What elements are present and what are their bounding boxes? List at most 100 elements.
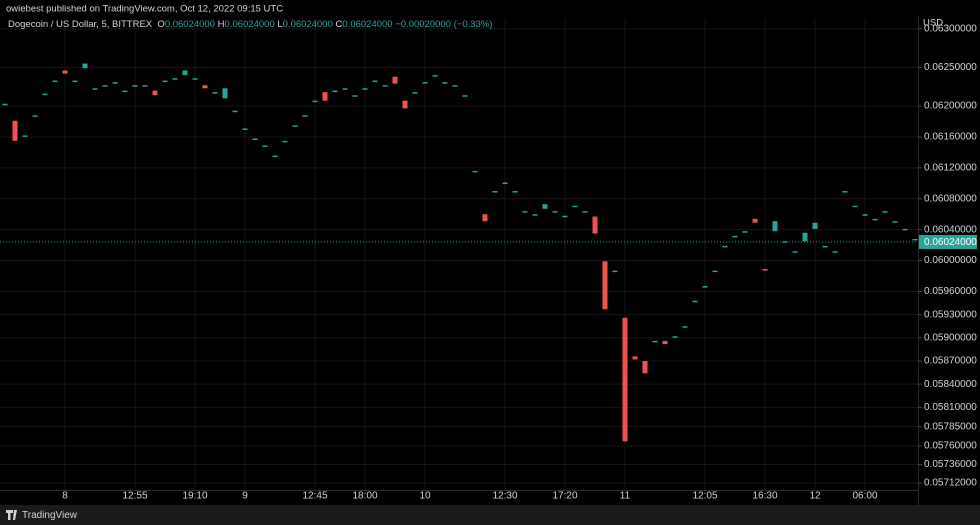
candle bbox=[682, 326, 688, 328]
candle bbox=[62, 70, 68, 74]
candle bbox=[332, 90, 338, 93]
candle bbox=[192, 78, 198, 80]
c-label: C bbox=[335, 19, 343, 30]
y-tick-label: 0.06040000 bbox=[924, 224, 977, 235]
candle bbox=[882, 211, 888, 213]
candle bbox=[222, 88, 228, 99]
candle bbox=[372, 80, 378, 83]
y-tick-label: 0.05785000 bbox=[924, 421, 977, 432]
y-tick-label: 0.06080000 bbox=[924, 193, 977, 204]
candle bbox=[82, 63, 88, 69]
candle bbox=[612, 270, 618, 273]
candle bbox=[622, 317, 628, 442]
candle bbox=[152, 90, 158, 96]
candle bbox=[802, 232, 808, 242]
candle bbox=[322, 92, 328, 101]
candle bbox=[132, 85, 138, 87]
candle bbox=[602, 261, 608, 310]
y-tick-label: 0.06000000 bbox=[924, 255, 977, 266]
last-price-box bbox=[919, 235, 977, 250]
candle bbox=[362, 88, 368, 90]
last-price-label: 0.06024000 bbox=[924, 237, 977, 248]
o-value: 0.06024000 bbox=[164, 19, 216, 30]
x-tick-label: 06:00 bbox=[852, 491, 877, 502]
symbol: Dogecoin / US Dollar, 5, BITTREX bbox=[8, 19, 153, 30]
candle bbox=[432, 75, 438, 77]
x-tick-label: 11 bbox=[620, 491, 631, 502]
candle bbox=[52, 80, 58, 83]
y-tick-label: 0.05840000 bbox=[924, 379, 977, 390]
candle bbox=[792, 251, 798, 253]
candle bbox=[832, 251, 838, 253]
candle bbox=[122, 90, 128, 93]
y-tick-label: 0.06300000 bbox=[924, 23, 977, 34]
x-tick-label: 8 bbox=[62, 491, 68, 502]
candle bbox=[282, 140, 288, 143]
x-tick-label: 19:10 bbox=[182, 491, 207, 502]
y-tick-label: 0.05810000 bbox=[924, 402, 977, 413]
candle bbox=[202, 85, 208, 89]
candles bbox=[2, 63, 918, 442]
candle bbox=[272, 155, 278, 158]
candle bbox=[862, 214, 868, 216]
grid bbox=[0, 18, 918, 490]
candle bbox=[492, 191, 498, 193]
candle bbox=[292, 125, 298, 127]
candle bbox=[852, 205, 858, 208]
y-tick-label: 0.05900000 bbox=[924, 332, 977, 343]
candle bbox=[12, 120, 18, 141]
candle bbox=[512, 191, 518, 193]
candle bbox=[342, 88, 348, 90]
candle bbox=[382, 85, 388, 87]
candle bbox=[212, 92, 218, 94]
l-label: L bbox=[277, 19, 283, 30]
candle bbox=[242, 128, 248, 130]
x-tick-label: 10 bbox=[419, 491, 431, 502]
candle bbox=[22, 135, 28, 137]
footer-text: TradingView bbox=[22, 510, 78, 521]
h-label: H bbox=[217, 19, 225, 30]
candle bbox=[162, 80, 168, 83]
candle bbox=[182, 70, 188, 76]
candle bbox=[632, 356, 638, 360]
y-tick-label: 0.06120000 bbox=[924, 163, 977, 174]
candle bbox=[232, 110, 238, 113]
candle bbox=[722, 245, 728, 248]
logo bbox=[6, 510, 17, 520]
candle bbox=[92, 88, 98, 90]
candle bbox=[442, 82, 448, 84]
candle bbox=[172, 78, 178, 80]
candle bbox=[582, 211, 588, 213]
candle bbox=[422, 82, 428, 84]
candle bbox=[742, 231, 748, 233]
y-tick-label: 0.06160000 bbox=[924, 132, 977, 143]
candle bbox=[2, 103, 8, 106]
candle bbox=[642, 360, 648, 374]
candle bbox=[72, 80, 78, 83]
candle bbox=[562, 215, 568, 218]
x-tick-label: 17:20 bbox=[552, 491, 577, 502]
o-label: O bbox=[157, 19, 165, 30]
y-tick-label: 0.05712000 bbox=[924, 478, 977, 489]
candle bbox=[592, 216, 598, 234]
candle bbox=[502, 182, 508, 185]
x-tick-label: 12:55 bbox=[122, 491, 147, 502]
candle bbox=[312, 100, 318, 103]
candle bbox=[912, 238, 918, 241]
candle bbox=[732, 235, 738, 238]
footer-bar bbox=[0, 505, 980, 525]
candle bbox=[482, 214, 488, 222]
y-tick-label: 0.06200000 bbox=[924, 101, 977, 112]
x-tick-label: 18:00 bbox=[352, 491, 377, 502]
h-value: 0.06024000 bbox=[224, 19, 275, 30]
c-value: 0.06024000 bbox=[342, 19, 393, 30]
candle bbox=[532, 214, 538, 216]
candle bbox=[892, 221, 898, 223]
candle bbox=[822, 245, 828, 248]
candle bbox=[692, 300, 698, 303]
candle bbox=[542, 204, 548, 209]
candle bbox=[842, 191, 848, 193]
candle bbox=[872, 218, 878, 221]
candle bbox=[902, 228, 908, 231]
